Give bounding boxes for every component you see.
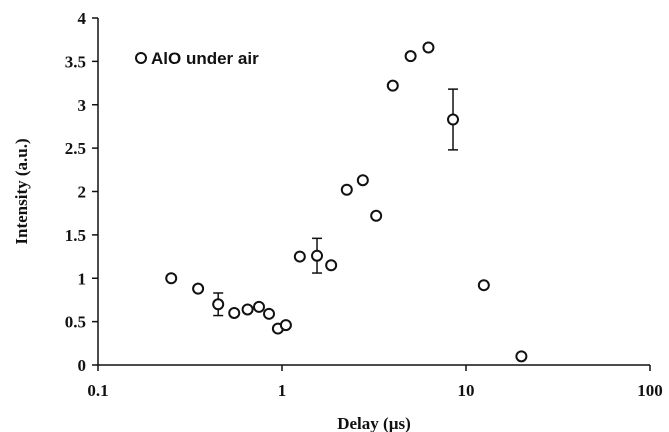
x-tick-label: 1 — [278, 381, 287, 400]
data-point — [192, 282, 205, 295]
data-point — [212, 298, 225, 311]
data-point — [325, 259, 338, 272]
x-tick-label: 100 — [637, 381, 663, 400]
data-point — [253, 300, 266, 313]
data-point — [477, 279, 490, 292]
y-tick-label: 0.5 — [65, 313, 86, 332]
data-point — [515, 350, 528, 363]
legend: AlO under air — [135, 49, 259, 68]
data-point — [293, 250, 306, 263]
x-tick-label: 10 — [458, 381, 475, 400]
data-point — [228, 306, 241, 319]
x-axis-title: Delay (µs) — [337, 414, 411, 432]
data-point — [165, 272, 178, 285]
ticks: 0 0.5 1 1.5 2 2.5 3 3.5 4 0.1 1 10 100 — [65, 9, 663, 400]
legend-label: AlO under air — [151, 49, 259, 68]
data-point — [279, 319, 292, 332]
data-point — [311, 249, 324, 262]
data-point — [340, 183, 353, 196]
y-tick-label: 3.5 — [65, 52, 86, 71]
data-point — [263, 307, 276, 320]
data-point — [422, 41, 435, 54]
x-tick-label: 0.1 — [87, 381, 108, 400]
y-tick-label: 0 — [78, 356, 87, 375]
y-tick-label: 2 — [78, 183, 87, 202]
y-tick-label: 1 — [78, 269, 87, 288]
legend-marker — [135, 52, 147, 64]
data-points — [165, 41, 528, 363]
y-tick-label: 2.5 — [65, 139, 86, 158]
data-point — [241, 303, 254, 316]
data-point — [404, 50, 417, 63]
y-axis-title: Intensity (a.u.) — [12, 138, 31, 244]
data-point — [356, 174, 369, 187]
y-tick-label: 4 — [78, 9, 87, 28]
axes — [97, 18, 650, 366]
data-point — [370, 209, 383, 222]
y-tick-label: 1.5 — [65, 226, 86, 245]
data-point — [386, 79, 399, 92]
data-point — [447, 113, 460, 126]
y-tick-label: 3 — [78, 96, 87, 115]
